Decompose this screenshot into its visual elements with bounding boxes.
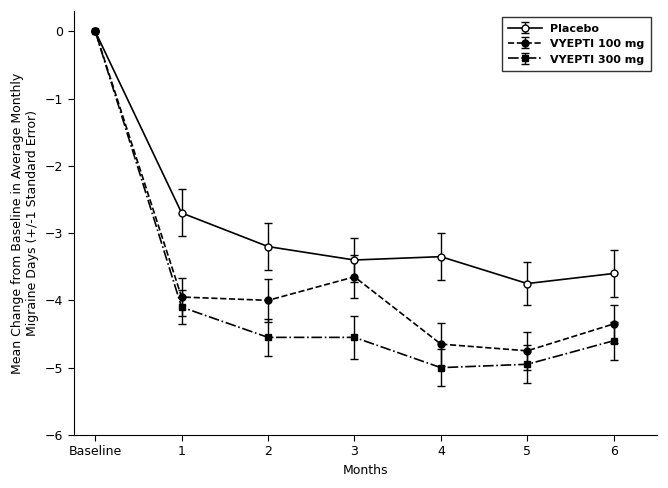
Y-axis label: Mean Change from Baseline in Average Monthly
Migraine Days (+/-1 Standard Error): Mean Change from Baseline in Average Mon… [11,72,39,374]
X-axis label: Months: Months [343,464,388,477]
Legend: Placebo, VYEPTI 100 mg, VYEPTI 300 mg: Placebo, VYEPTI 100 mg, VYEPTI 300 mg [502,17,651,71]
